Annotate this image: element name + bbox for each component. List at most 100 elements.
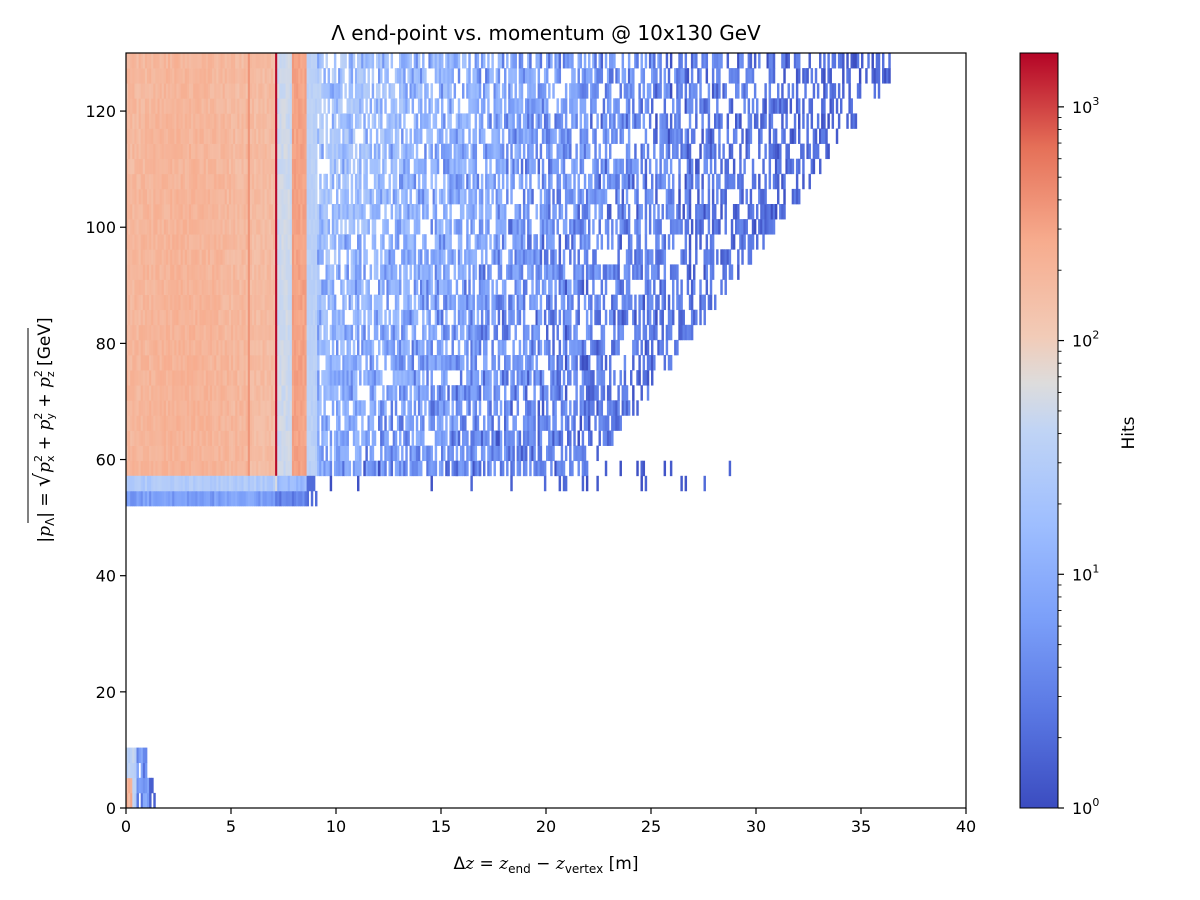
- heatmap-cell: [474, 339, 478, 356]
- heatmap-cell: [550, 249, 553, 265]
- heatmap-cell: [172, 460, 175, 477]
- heatmap-cell: [340, 324, 343, 341]
- heatmap-cell: [159, 188, 163, 205]
- heatmap-cell: [199, 173, 202, 190]
- heatmap-cell: [609, 309, 612, 326]
- heatmap-cell: [623, 219, 627, 235]
- heatmap-cell: [543, 264, 547, 280]
- heatmap-cell: [562, 294, 566, 311]
- heatmap-cell: [417, 400, 421, 416]
- heatmap-cell: [354, 188, 358, 205]
- heatmap-cell: [224, 158, 228, 175]
- heatmap-cell: [239, 445, 242, 462]
- heatmap-cell: [273, 385, 276, 401]
- heatmap-cell: [661, 294, 664, 311]
- heatmap-cell: [252, 324, 255, 341]
- heatmap-cell: [405, 445, 408, 462]
- heatmap-cell: [308, 279, 312, 295]
- heatmap-cell: [466, 234, 469, 250]
- heatmap-cell: [155, 415, 158, 431]
- heatmap-cell: [279, 430, 282, 446]
- heatmap-cell: [275, 264, 278, 280]
- heatmap-cell: [296, 128, 299, 144]
- heatmap-cell: [193, 113, 196, 129]
- heatmap-cell: [268, 264, 272, 280]
- heatmap-cell: [594, 309, 597, 326]
- heatmap-cell: [285, 158, 289, 175]
- heatmap-cell: [306, 204, 310, 220]
- heatmap-cell: [270, 400, 274, 416]
- heatmap-cell: [564, 339, 568, 356]
- heatmap-cell: [483, 279, 486, 295]
- heatmap-cell: [413, 279, 417, 295]
- heatmap-cell: [189, 219, 192, 235]
- heatmap-cell: [168, 445, 171, 462]
- heatmap-cell: [474, 400, 478, 416]
- heatmap-cell: [422, 173, 425, 190]
- heatmap-cell: [373, 143, 377, 160]
- heatmap-cell: [394, 294, 398, 311]
- heatmap-cell: [304, 158, 307, 175]
- heatmap-cell: [401, 445, 404, 462]
- heatmap-cell: [642, 173, 646, 190]
- heatmap-cell: [556, 264, 559, 280]
- heatmap-cell: [621, 279, 625, 295]
- heatmap-cell: [239, 173, 242, 190]
- heatmap-cell: [237, 355, 240, 371]
- heatmap-cell: [554, 430, 557, 446]
- heatmap-cell: [455, 279, 459, 295]
- heatmap-cell: [180, 219, 184, 235]
- heatmap-cell: [180, 309, 184, 326]
- heatmap-cell: [235, 400, 238, 416]
- heatmap-cell: [338, 128, 341, 144]
- heatmap-cell: [357, 339, 360, 356]
- heatmap-cell: [390, 339, 394, 356]
- heatmap-cell: [382, 339, 385, 356]
- heatmap-cell: [434, 113, 438, 129]
- heatmap-cell: [235, 249, 238, 265]
- heatmap-cell: [220, 415, 223, 431]
- heatmap-cell: [317, 415, 320, 431]
- heatmap-cell: [598, 309, 601, 326]
- heatmap-cell: [455, 173, 459, 190]
- heatmap-cell: [138, 445, 142, 462]
- heatmap-cell: [699, 309, 702, 326]
- heatmap-cell: [191, 355, 194, 371]
- heatmap-cell: [302, 128, 305, 144]
- heatmap-cell: [218, 143, 221, 160]
- heatmap-cell: [394, 279, 398, 295]
- heatmap-cell: [247, 355, 251, 371]
- heatmap-cell: [525, 173, 528, 190]
- heatmap-cell: [770, 219, 774, 235]
- heatmap-cell: [304, 370, 307, 386]
- heatmap-cell: [153, 113, 156, 129]
- heatmap-cell: [468, 400, 471, 416]
- heatmap-cell: [264, 234, 268, 250]
- heatmap-cell: [348, 234, 352, 250]
- heatmap-cell: [180, 400, 184, 416]
- heatmap-cell: [403, 234, 406, 250]
- heatmap-cell: [655, 188, 658, 205]
- heatmap-cell: [396, 355, 400, 371]
- heatmap-cell: [642, 355, 646, 371]
- heatmap-cell: [546, 415, 549, 431]
- heatmap-cell: [159, 158, 163, 175]
- heatmap-cell: [459, 128, 463, 144]
- heatmap-cell: [153, 128, 156, 144]
- heatmap-cell: [224, 249, 228, 265]
- heatmap-cell: [170, 445, 173, 462]
- heatmap-cell: [186, 249, 190, 265]
- heatmap-cell: [455, 143, 459, 160]
- heatmap-cell: [147, 264, 150, 280]
- heatmap-cell: [371, 460, 375, 477]
- heatmap-cell: [157, 188, 160, 205]
- heatmap-cell: [590, 264, 593, 280]
- heatmap-cell: [258, 385, 261, 401]
- heatmap-cell: [413, 264, 417, 280]
- heatmap-cell: [325, 234, 328, 250]
- heatmap-cell: [529, 400, 532, 416]
- heatmap-cell: [470, 219, 473, 235]
- heatmap-cell: [529, 234, 532, 250]
- heatmap-cell: [438, 128, 442, 144]
- heatmap-cell: [264, 128, 268, 144]
